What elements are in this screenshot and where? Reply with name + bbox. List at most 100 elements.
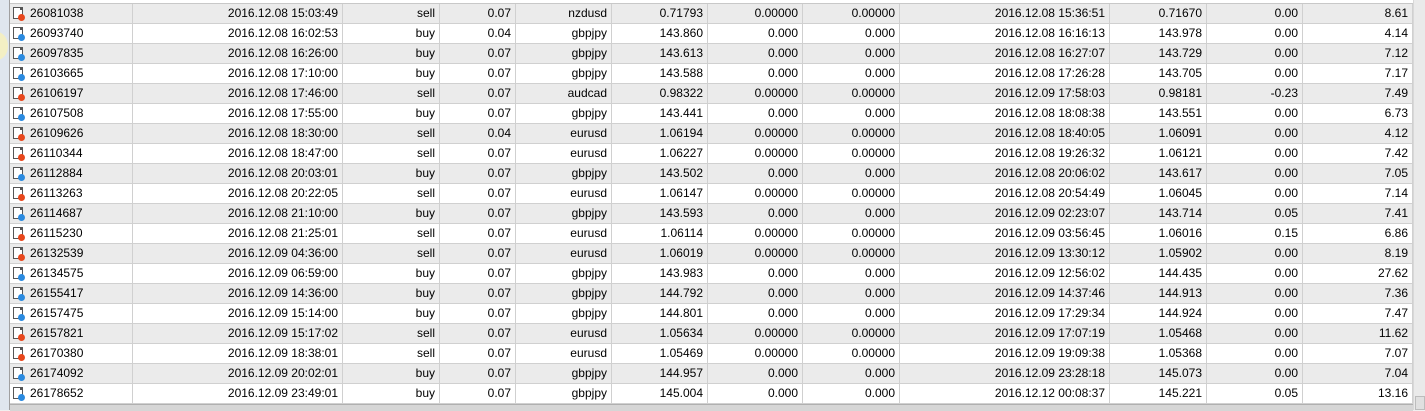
table-row[interactable]: 26132539 2016.12.09 04:36:00 sell 0.07 eurus… bbox=[10, 244, 1413, 264]
close-time-cell: 2016.12.09 17:07:19 bbox=[900, 324, 1110, 343]
order-status-dot-icon bbox=[18, 234, 25, 241]
table-row[interactable]: 26174092 2016.12.09 20:02:01 buy 0.07 gbpjpy… bbox=[10, 364, 1413, 384]
table-row[interactable]: 26115230 2016.12.08 21:25:01 sell 0.07 eurus… bbox=[10, 224, 1413, 244]
close-price-cell: 143.705 bbox=[1110, 64, 1207, 83]
table-row[interactable]: 26134575 2016.12.09 06:59:00 buy 0.07 gbpjpy… bbox=[10, 264, 1413, 284]
close-price-cell: 1.05902 bbox=[1110, 244, 1207, 263]
close-time-cell: 2016.12.08 18:08:38 bbox=[900, 104, 1110, 123]
close-time-cell: 2016.12.12 00:08:37 bbox=[900, 384, 1110, 403]
open-price-cell: 1.06019 bbox=[612, 244, 708, 263]
open-time-cell: 2016.12.08 20:22:05 bbox=[133, 184, 343, 203]
table-row[interactable]: 26106197 2016.12.08 17:46:00 sell 0.07 audca… bbox=[10, 84, 1413, 104]
close-price-cell: 143.714 bbox=[1110, 204, 1207, 223]
open-time-cell: 2016.12.08 18:30:00 bbox=[133, 124, 343, 143]
open-time-cell: 2016.12.08 18:47:00 bbox=[133, 144, 343, 163]
open-time-cell: 2016.12.08 20:03:01 bbox=[133, 164, 343, 183]
order-type-cell: sell bbox=[343, 224, 440, 243]
order-type-cell: buy bbox=[343, 304, 440, 323]
order-ticket-cell: 26112884 bbox=[10, 164, 133, 183]
swap-cell: 0.00 bbox=[1207, 64, 1303, 83]
table-row[interactable]: 26170380 2016.12.09 18:38:01 sell 0.07 eurus… bbox=[10, 344, 1413, 364]
profit-cell: 7.36 bbox=[1303, 284, 1413, 303]
table-row[interactable]: 26112884 2016.12.08 20:03:01 buy 0.07 gbpjpy… bbox=[10, 164, 1413, 184]
order-ticket-cell: 26097835 bbox=[10, 44, 133, 63]
order-type-cell: sell bbox=[343, 244, 440, 263]
order-status-dot-icon bbox=[18, 34, 25, 41]
take-profit-cell: 0.00000 bbox=[803, 224, 900, 243]
table-row[interactable]: 26157475 2016.12.09 15:14:00 buy 0.07 gbpjpy… bbox=[10, 304, 1413, 324]
order-size-cell: 0.07 bbox=[440, 224, 516, 243]
stop-loss-cell: 0.00000 bbox=[708, 84, 803, 103]
open-time-cell: 2016.12.08 15:03:49 bbox=[133, 4, 343, 23]
panel-handle[interactable] bbox=[0, 32, 8, 60]
close-time-cell: 2016.12.09 17:29:34 bbox=[900, 304, 1110, 323]
table-row[interactable]: 26178652 2016.12.09 23:49:01 buy 0.07 gbpjpy… bbox=[10, 384, 1413, 404]
order-size-cell: 0.07 bbox=[440, 324, 516, 343]
swap-cell: 0.00 bbox=[1207, 324, 1303, 343]
open-price-cell: 1.06227 bbox=[612, 144, 708, 163]
open-price-cell: 1.05469 bbox=[612, 344, 708, 363]
order-type-cell: buy bbox=[343, 104, 440, 123]
table-row[interactable]: 26107508 2016.12.08 17:55:00 buy 0.07 gbpjpy… bbox=[10, 104, 1413, 124]
open-price-cell: 143.983 bbox=[612, 264, 708, 283]
symbol-cell: eurusd bbox=[516, 124, 612, 143]
order-type-cell: sell bbox=[343, 324, 440, 343]
take-profit-cell: 0.000 bbox=[803, 364, 900, 383]
profit-cell: 7.42 bbox=[1303, 144, 1413, 163]
summary-bar bbox=[10, 404, 1413, 411]
table-row[interactable]: 26155417 2016.12.09 14:36:00 buy 0.07 gbpjpy… bbox=[10, 284, 1413, 304]
order-type-cell: buy bbox=[343, 24, 440, 43]
symbol-cell: eurusd bbox=[516, 344, 612, 363]
order-size-cell: 0.07 bbox=[440, 84, 516, 103]
vertical-scrollbar[interactable] bbox=[1413, 0, 1425, 410]
close-price-cell: 1.05368 bbox=[1110, 344, 1207, 363]
close-time-cell: 2016.12.08 15:36:51 bbox=[900, 4, 1110, 23]
table-row[interactable]: 26103665 2016.12.08 17:10:00 buy 0.07 gbpjpy… bbox=[10, 64, 1413, 84]
swap-cell: 0.00 bbox=[1207, 184, 1303, 203]
order-size-cell: 0.07 bbox=[440, 164, 516, 183]
open-price-cell: 144.801 bbox=[612, 304, 708, 323]
order-type-cell: sell bbox=[343, 344, 440, 363]
profit-cell: 7.49 bbox=[1303, 84, 1413, 103]
stop-loss-cell: 0.000 bbox=[708, 284, 803, 303]
order-ticket-cell: 26115230 bbox=[10, 224, 133, 243]
swap-cell: 0.00 bbox=[1207, 44, 1303, 63]
profit-cell: 8.61 bbox=[1303, 4, 1413, 23]
close-time-cell: 2016.12.08 18:40:05 bbox=[900, 124, 1110, 143]
table-row[interactable]: 26097835 2016.12.08 16:26:00 buy 0.07 gbpjpy… bbox=[10, 44, 1413, 64]
profit-cell: 8.19 bbox=[1303, 244, 1413, 263]
profit-cell: 6.86 bbox=[1303, 224, 1413, 243]
order-size-cell: 0.07 bbox=[440, 384, 516, 403]
open-time-cell: 2016.12.08 21:10:00 bbox=[133, 204, 343, 223]
open-price-cell: 1.05634 bbox=[612, 324, 708, 343]
take-profit-cell: 0.00000 bbox=[803, 344, 900, 363]
table-row[interactable]: 26081038 2016.12.08 15:03:49 sell 0.07 nzdus… bbox=[10, 4, 1413, 24]
take-profit-cell: 0.000 bbox=[803, 264, 900, 283]
open-time-cell: 2016.12.09 20:02:01 bbox=[133, 364, 343, 383]
order-size-cell: 0.07 bbox=[440, 64, 516, 83]
order-status-dot-icon bbox=[18, 274, 25, 281]
symbol-cell: nzdusd bbox=[516, 4, 612, 23]
symbol-cell: eurusd bbox=[516, 244, 612, 263]
order-ticket-cell: 26132539 bbox=[10, 244, 133, 263]
order-ticket-cell: 26093740 bbox=[10, 24, 133, 43]
close-time-cell: 2016.12.08 20:06:02 bbox=[900, 164, 1110, 183]
table-row[interactable]: 26093740 2016.12.08 16:02:53 buy 0.04 gbpjpy… bbox=[10, 24, 1413, 44]
table-row[interactable]: 26109626 2016.12.08 18:30:00 sell 0.04 eurus… bbox=[10, 124, 1413, 144]
order-status-dot-icon bbox=[18, 314, 25, 321]
scrollbar-thumb[interactable] bbox=[1415, 396, 1425, 410]
table-row[interactable]: 26157821 2016.12.09 15:17:02 sell 0.07 eurus… bbox=[10, 324, 1413, 344]
symbol-cell: gbpjpy bbox=[516, 204, 612, 223]
open-price-cell: 1.06194 bbox=[612, 124, 708, 143]
order-ticket-cell: 26157475 bbox=[10, 304, 133, 323]
close-price-cell: 144.924 bbox=[1110, 304, 1207, 323]
order-size-cell: 0.07 bbox=[440, 264, 516, 283]
swap-cell: 0.15 bbox=[1207, 224, 1303, 243]
table-row[interactable]: 26114687 2016.12.08 21:10:00 buy 0.07 gbpjpy… bbox=[10, 204, 1413, 224]
swap-cell: 0.00 bbox=[1207, 104, 1303, 123]
table-row[interactable]: 26110344 2016.12.08 18:47:00 sell 0.07 eurus… bbox=[10, 144, 1413, 164]
open-time-cell: 2016.12.08 16:02:53 bbox=[133, 24, 343, 43]
open-price-cell: 145.004 bbox=[612, 384, 708, 403]
stop-loss-cell: 0.000 bbox=[708, 24, 803, 43]
table-row[interactable]: 26113263 2016.12.08 20:22:05 sell 0.07 eurus… bbox=[10, 184, 1413, 204]
